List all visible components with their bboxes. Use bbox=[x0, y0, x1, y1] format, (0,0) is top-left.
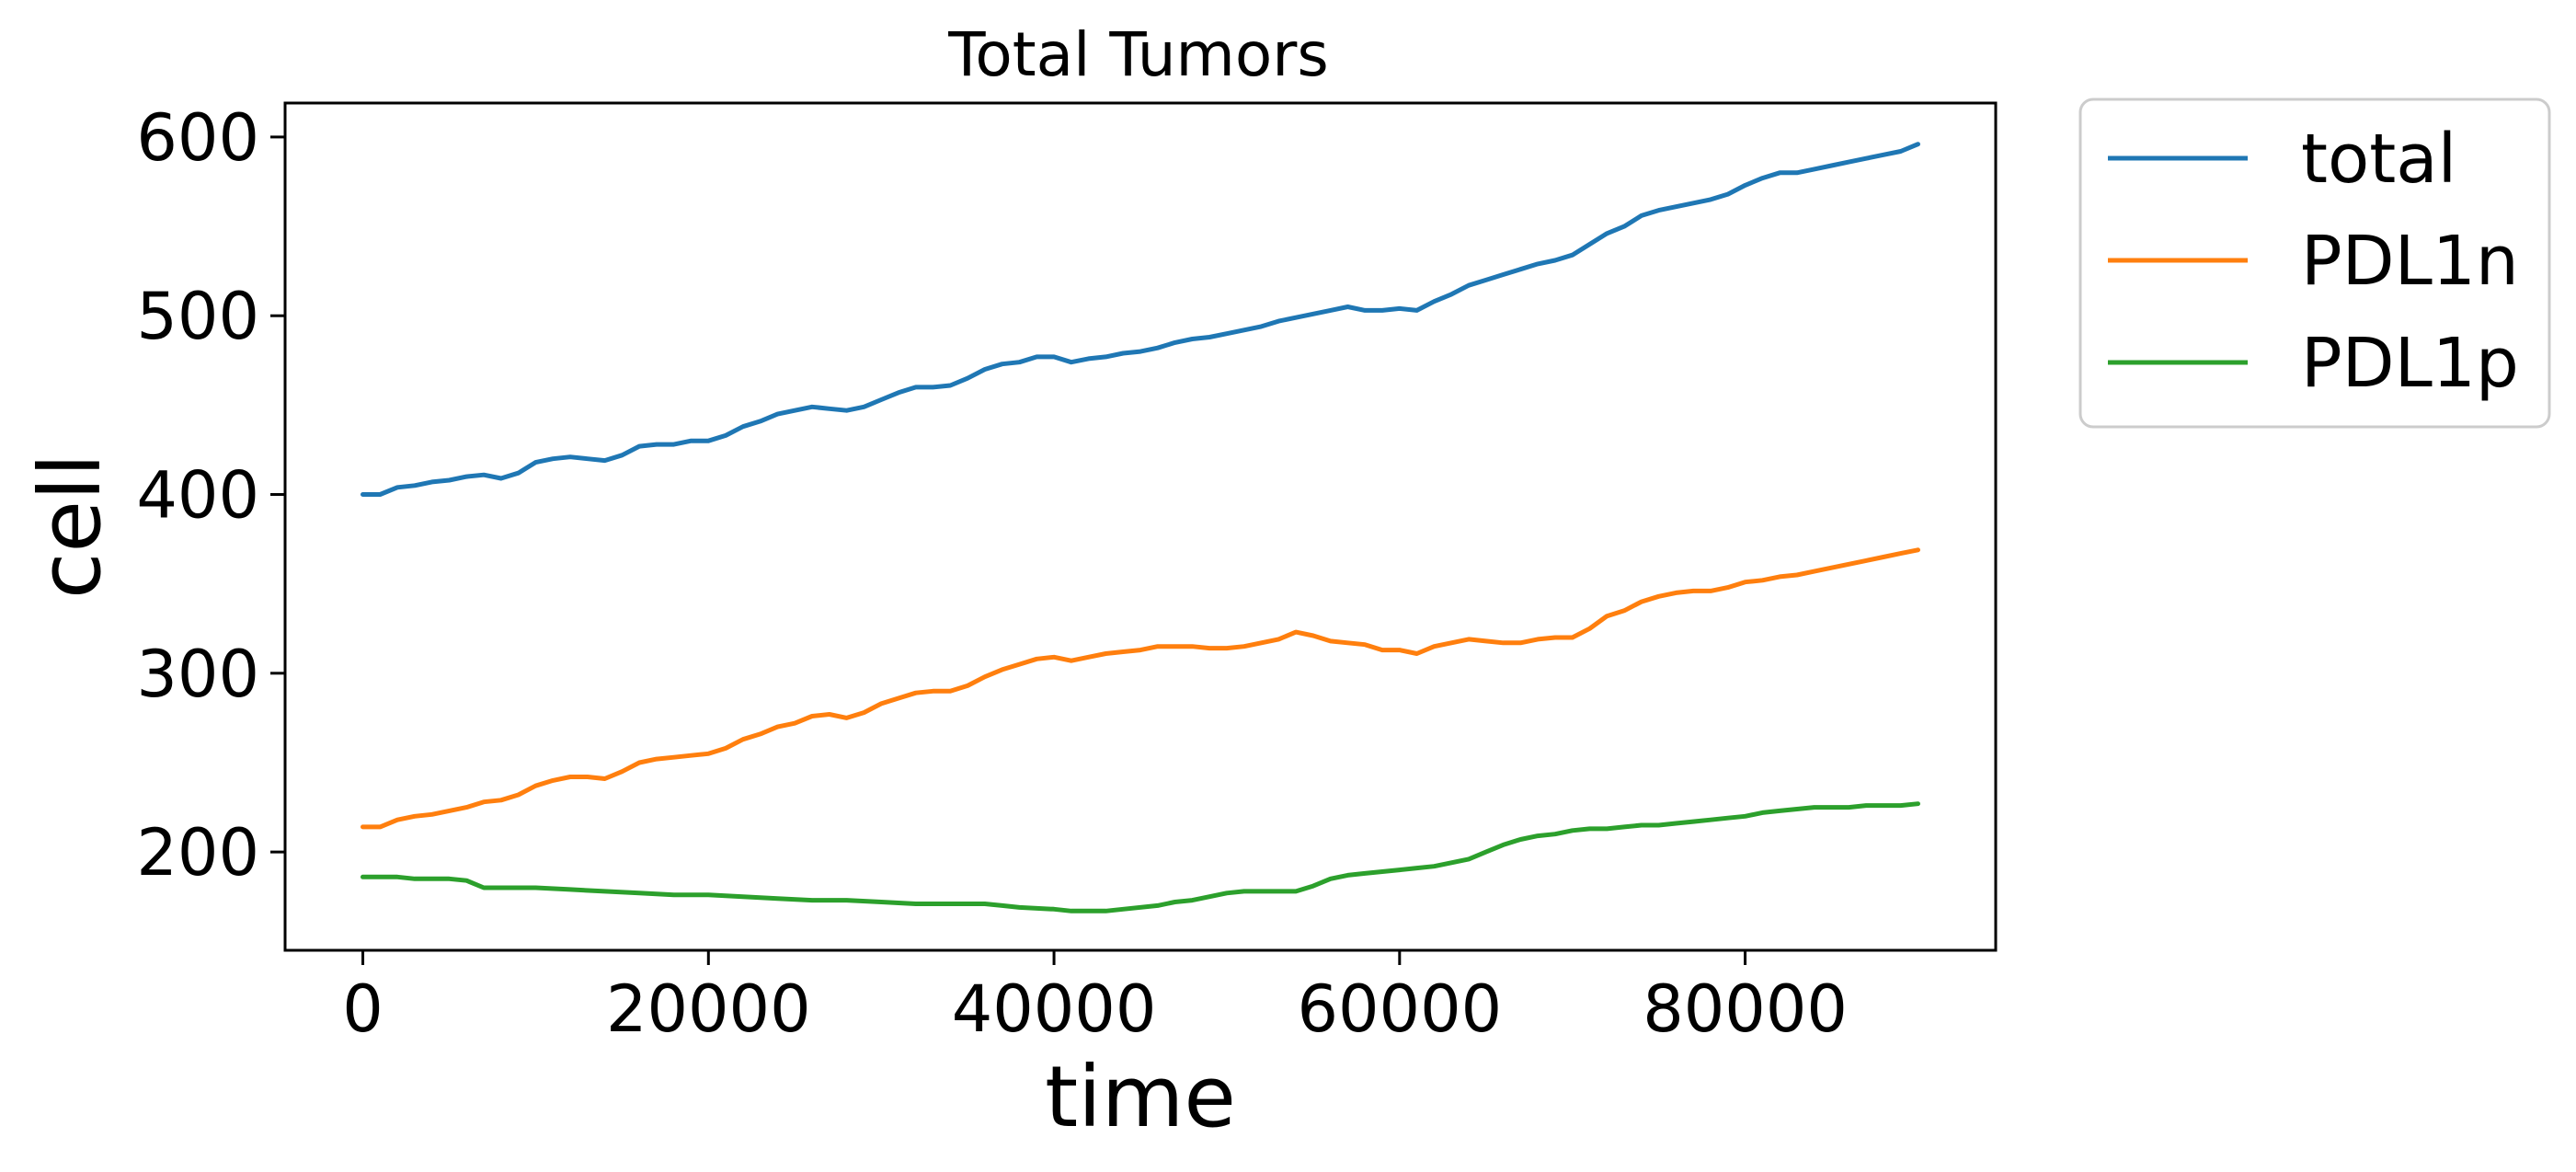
y-tick-label: 400 bbox=[136, 458, 259, 534]
y-tick-label: 600 bbox=[136, 100, 259, 176]
legend-label-total: total bbox=[2301, 120, 2456, 199]
chart-title: Total Tumors bbox=[947, 19, 1328, 90]
legend-label-pdl1p: PDL1p bbox=[2301, 324, 2519, 403]
y-axis-label: cell bbox=[21, 454, 120, 599]
y-axis: 200 300 400 500 600 bbox=[136, 100, 285, 890]
legend-box bbox=[2078, 98, 2551, 429]
y-tick-label: 300 bbox=[136, 637, 259, 712]
series-lines bbox=[361, 142, 1920, 913]
x-tick-label: 0 bbox=[342, 971, 384, 1047]
legend: total PDL1n PDL1p bbox=[2078, 98, 2551, 429]
plot-area bbox=[283, 101, 1998, 952]
x-axis: 0 20000 40000 60000 80000 bbox=[342, 950, 1848, 1047]
legend-label-pdl1n: PDL1n bbox=[2301, 222, 2519, 301]
y-tick-label: 500 bbox=[136, 279, 259, 354]
series-line-pdl1p bbox=[361, 801, 1920, 913]
plot-frame bbox=[283, 101, 1998, 952]
x-axis-label: time bbox=[1045, 1048, 1236, 1146]
x-tick-label: 40000 bbox=[952, 971, 1157, 1047]
x-tick-label: 60000 bbox=[1297, 971, 1502, 1047]
series-line-pdl1n bbox=[361, 547, 1920, 830]
x-tick-label: 80000 bbox=[1643, 971, 1848, 1047]
series-line-total bbox=[361, 142, 1920, 497]
y-tick-label: 200 bbox=[136, 815, 259, 890]
x-tick-label: 20000 bbox=[606, 971, 811, 1047]
